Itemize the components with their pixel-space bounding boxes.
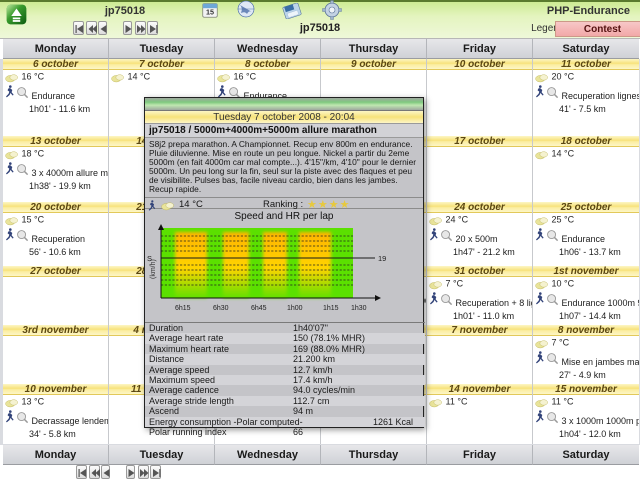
svg-text:(km/h): (km/h): [150, 259, 157, 279]
svg-text:6h30: 6h30: [213, 305, 229, 312]
svg-text:1h00: 1h00: [287, 305, 303, 312]
svg-text:6h15: 6h15: [175, 305, 191, 312]
svg-text:19: 19: [378, 254, 386, 263]
svg-text:1h30: 1h30: [351, 305, 367, 312]
svg-text:1h15: 1h15: [323, 305, 339, 312]
svg-text:6h45: 6h45: [251, 305, 267, 312]
svg-text:15: 15: [206, 8, 214, 17]
